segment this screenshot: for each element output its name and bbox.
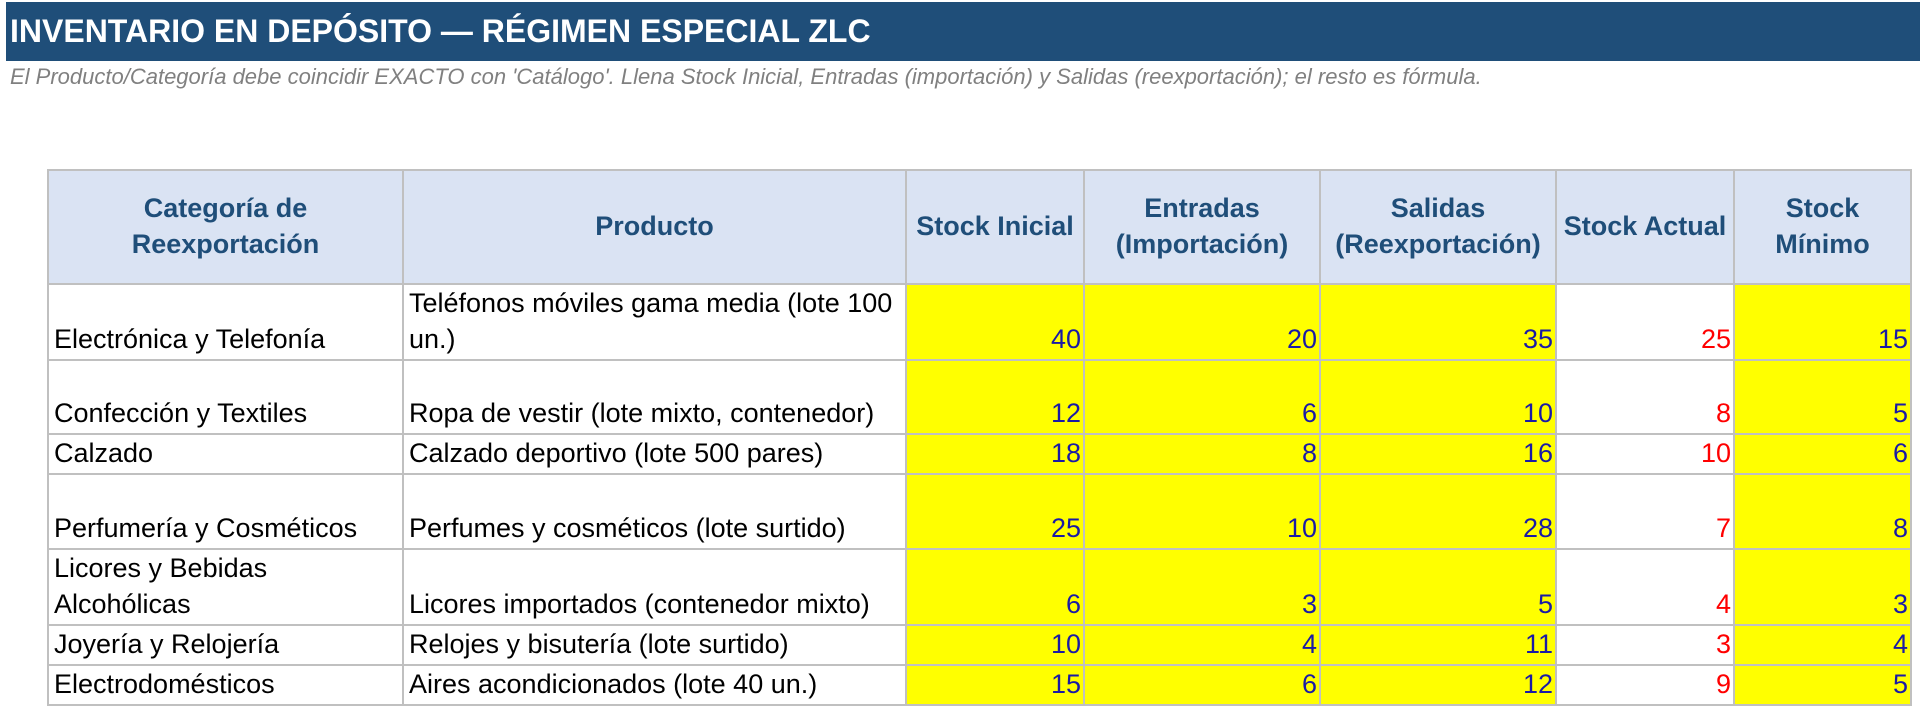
header-row: Categoría de Reexportación Producto Stock … [47,169,1912,285]
number-cell: 7 [1555,473,1735,550]
number-cell: 4 [1733,624,1912,666]
number-cell: 10 [1319,359,1557,435]
number-cell: 20 [1083,283,1321,361]
text-cell: Relojes y bisutería (lote surtido) [402,624,907,666]
table-row: Perfumería y Cosméticos Perfumes y cosmét… [47,473,1912,550]
column-header: Stock Inicial [905,169,1085,285]
number-cell: 10 [905,624,1085,666]
number-cell: 25 [1555,283,1735,361]
text-cell: Confección y Textiles [47,359,404,435]
number-cell: 3 [1555,624,1735,666]
table-row: Licores y Bebidas Alcohólicas Licores imp… [47,548,1912,626]
table-row: Confección y Textiles Ropa de vestir (lot… [47,359,1912,435]
number-cell: 11 [1319,624,1557,666]
table-row: Electrodomésticos Aires acondicionados (l… [47,664,1912,706]
text-cell: Electrodomésticos [47,664,404,706]
number-cell: 35 [1319,283,1557,361]
table-row: Joyería y Relojería Relojes y bisutería (… [47,624,1912,666]
number-cell: 6 [1733,433,1912,475]
number-cell: 5 [1733,359,1912,435]
text-cell: Ropa de vestir (lote mixto, contenedor) [402,359,907,435]
column-header: Salidas (Reexportación) [1319,169,1557,285]
number-cell: 6 [1083,359,1321,435]
inventory-table: Categoría de Reexportación Producto Stock … [47,169,1912,706]
text-cell: Electrónica y Telefonía [47,283,404,361]
column-header: Producto [402,169,907,285]
column-header: Entradas (Importación) [1083,169,1321,285]
text-cell: Licores y Bebidas Alcohólicas [47,548,404,626]
number-cell: 18 [905,433,1085,475]
text-cell: Calzado [47,433,404,475]
number-cell: 12 [1319,664,1557,706]
number-cell: 28 [1319,473,1557,550]
number-cell: 40 [905,283,1085,361]
text-cell: Joyería y Relojería [47,624,404,666]
number-cell: 3 [1733,548,1912,626]
number-cell: 9 [1555,664,1735,706]
text-cell: Perfumes y cosméticos (lote surtido) [402,473,907,550]
text-cell: Aires acondicionados (lote 40 un.) [402,664,907,706]
sheet-subtitle: El Producto/Categoría debe coincidir EXA… [10,64,1482,89]
text-cell: Licores importados (contenedor mixto) [402,548,907,626]
text-cell: Teléfonos móviles gama media (lote 100 u… [402,283,907,361]
table-row: Electrónica y Telefonía Teléfonos móviles… [47,283,1912,361]
number-cell: 4 [1083,624,1321,666]
column-header: Stock Mínimo [1733,169,1912,285]
table-row: Calzado Calzado deportivo (lote 500 pares… [47,433,1912,475]
number-cell: 15 [905,664,1085,706]
number-cell: 16 [1319,433,1557,475]
number-cell: 5 [1733,664,1912,706]
number-cell: 12 [905,359,1085,435]
number-cell: 5 [1319,548,1557,626]
number-cell: 25 [905,473,1085,550]
number-cell: 3 [1083,548,1321,626]
column-header: Categoría de Reexportación [47,169,404,285]
number-cell: 10 [1083,473,1321,550]
table-body: Electrónica y Telefonía Teléfonos móviles… [47,283,1912,706]
text-cell: Calzado deportivo (lote 500 pares) [402,433,907,475]
number-cell: 8 [1083,433,1321,475]
text-cell: Perfumería y Cosméticos [47,473,404,550]
number-cell: 8 [1733,473,1912,550]
number-cell: 6 [1083,664,1321,706]
number-cell: 4 [1555,548,1735,626]
number-cell: 6 [905,548,1085,626]
number-cell: 8 [1555,359,1735,435]
number-cell: 15 [1733,283,1912,361]
number-cell: 10 [1555,433,1735,475]
column-header: Stock Actual [1555,169,1735,285]
sheet-title: INVENTARIO EN DEPÓSITO — RÉGIMEN ESPECIA… [6,2,1920,61]
